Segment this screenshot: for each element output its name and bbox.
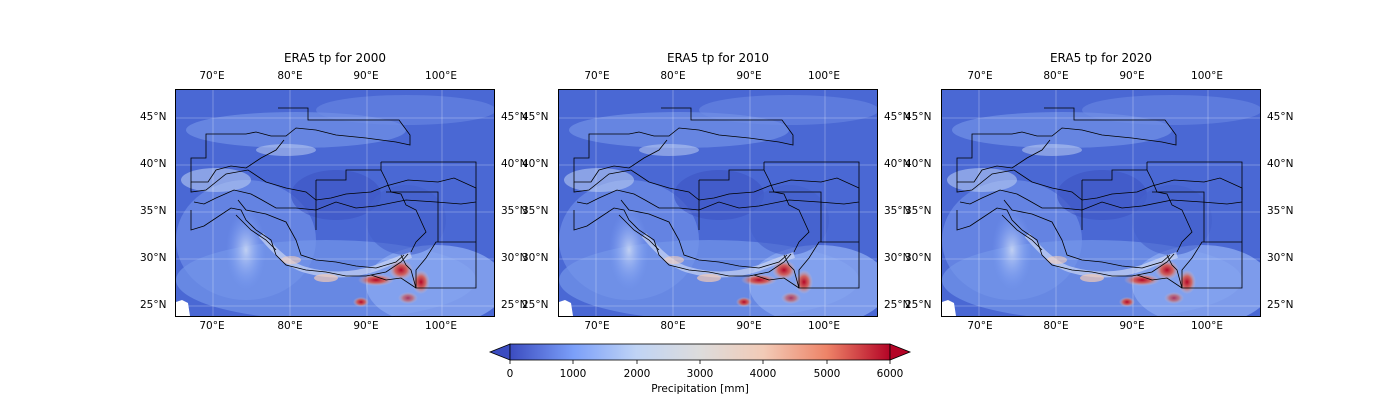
colorbar-tick: 4000	[749, 368, 777, 380]
lat-tick-left: 40°N	[905, 158, 932, 170]
precip-map-svg	[176, 90, 494, 316]
lon-tick-top: 80°E	[1043, 70, 1069, 82]
lat-tick-right: 45°N	[1267, 111, 1294, 123]
lat-tick-right: 40°N	[884, 158, 911, 170]
lat-tick-right: 30°N	[501, 252, 528, 264]
lon-tick-bottom: 90°E	[736, 320, 762, 332]
colorbar-tick: 6000	[876, 368, 904, 380]
lon-tick-bottom: 100°E	[425, 320, 457, 332]
panel-title-2010: ERA5 tp for 2010	[666, 51, 770, 65]
lat-tick-left: 40°N	[140, 158, 167, 170]
lon-tick-bottom: 90°E	[1119, 320, 1145, 332]
lat-tick-left: 35°N	[522, 205, 549, 217]
lat-tick-left: 30°N	[522, 252, 549, 264]
colorbar-tick: 5000	[813, 368, 841, 380]
panel-title-2000: ERA5 tp for 2000	[283, 51, 387, 65]
colorbar-tick: 1000	[559, 368, 587, 380]
lon-tick-top: 90°E	[353, 70, 379, 82]
lon-tick-bottom: 80°E	[1043, 320, 1069, 332]
colorbar-tick: 3000	[686, 368, 714, 380]
lat-tick-left: 30°N	[140, 252, 167, 264]
precip-map-2020[interactable]	[941, 89, 1261, 317]
lon-tick-bottom: 100°E	[808, 320, 840, 332]
lon-tick-top: 70°E	[199, 70, 225, 82]
lat-tick-right: 35°N	[1267, 205, 1294, 217]
lat-tick-left: 35°N	[905, 205, 932, 217]
panel-title-2020: ERA5 tp for 2020	[1049, 51, 1153, 65]
lat-tick-left: 30°N	[905, 252, 932, 264]
lat-tick-left: 45°N	[905, 111, 932, 123]
colorbar-gradient	[509, 343, 891, 361]
lon-tick-top: 90°E	[1119, 70, 1145, 82]
lat-tick-right: 40°N	[501, 158, 528, 170]
lat-tick-right: 45°N	[884, 111, 911, 123]
lat-tick-left: 45°N	[140, 111, 167, 123]
precip-map-svg	[559, 90, 877, 316]
lon-tick-top: 100°E	[808, 70, 840, 82]
lat-tick-right: 35°N	[501, 205, 528, 217]
lat-tick-left: 35°N	[140, 205, 167, 217]
lat-tick-right: 25°N	[501, 299, 528, 311]
precip-map-svg	[942, 90, 1260, 316]
lon-tick-top: 100°E	[1191, 70, 1223, 82]
lat-tick-right: 45°N	[501, 111, 528, 123]
lon-tick-top: 70°E	[967, 70, 993, 82]
lon-tick-bottom: 90°E	[353, 320, 379, 332]
lon-tick-bottom: 70°E	[199, 320, 225, 332]
lon-tick-top: 80°E	[277, 70, 303, 82]
lon-tick-top: 90°E	[736, 70, 762, 82]
lat-tick-right: 30°N	[884, 252, 911, 264]
colorbar-extend-max	[889, 343, 912, 361]
lat-tick-right: 25°N	[884, 299, 911, 311]
colorbar-extend-min	[488, 343, 511, 361]
lon-tick-bottom: 70°E	[584, 320, 610, 332]
lat-tick-left: 25°N	[140, 299, 167, 311]
lon-tick-bottom: 80°E	[277, 320, 303, 332]
colorbar-tick: 2000	[623, 368, 651, 380]
lon-tick-top: 80°E	[660, 70, 686, 82]
precip-map-2010[interactable]	[558, 89, 878, 317]
lat-tick-left: 40°N	[522, 158, 549, 170]
lon-tick-top: 70°E	[584, 70, 610, 82]
lat-tick-left: 25°N	[905, 299, 932, 311]
lat-tick-right: 25°N	[1267, 299, 1294, 311]
lat-tick-left: 25°N	[522, 299, 549, 311]
lon-tick-bottom: 100°E	[1191, 320, 1223, 332]
lat-tick-right: 35°N	[884, 205, 911, 217]
colorbar-label: Precipitation [mm]	[651, 383, 749, 395]
precip-map-2000[interactable]	[175, 89, 495, 317]
lat-tick-left: 45°N	[522, 111, 549, 123]
lon-tick-bottom: 70°E	[967, 320, 993, 332]
lat-tick-right: 30°N	[1267, 252, 1294, 264]
lon-tick-bottom: 80°E	[660, 320, 686, 332]
lat-tick-right: 40°N	[1267, 158, 1294, 170]
lon-tick-top: 100°E	[425, 70, 457, 82]
colorbar-tick: 0	[506, 368, 514, 380]
